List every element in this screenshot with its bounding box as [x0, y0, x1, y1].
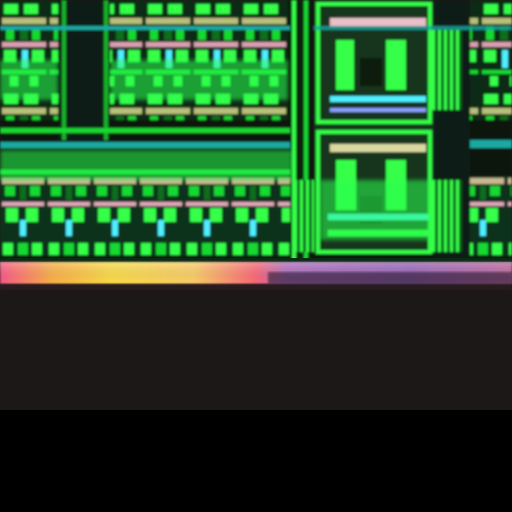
bloom-layer	[0, 60, 430, 240]
bloom	[320, 180, 430, 240]
macro-block-upper-border	[316, 2, 432, 124]
metal-line	[470, 140, 512, 148]
metal-line	[0, 142, 300, 148]
die-edge-shadow	[268, 272, 512, 284]
vertical-bus-line	[304, 0, 308, 262]
cell-block-lower	[0, 176, 292, 256]
substrate-edge	[0, 284, 512, 290]
macro-feature	[330, 96, 426, 102]
macro-feature	[360, 58, 382, 86]
macro-feature	[330, 18, 426, 26]
bloom	[110, 60, 288, 100]
routing-channel-left	[58, 0, 110, 140]
macro-feature	[386, 40, 406, 90]
striped-structure	[296, 180, 318, 252]
cell-block-right	[470, 0, 512, 120]
metal-line	[0, 26, 300, 30]
metal-line	[314, 26, 512, 30]
substrate-lower	[0, 286, 512, 410]
bloom	[0, 150, 292, 180]
channel-edge	[62, 0, 66, 140]
letterbox-bottom	[0, 410, 512, 512]
vertical-bus-line	[292, 0, 296, 262]
channel-edge	[104, 0, 108, 140]
macro-feature	[330, 144, 426, 152]
circuit-layout	[0, 0, 512, 262]
striped-structure	[432, 180, 462, 252]
metal-line	[0, 128, 300, 133]
macro-feature	[330, 108, 426, 112]
striped-structure	[432, 30, 462, 110]
bloom	[0, 60, 58, 100]
macro-feature	[336, 40, 354, 90]
cell-block-right-lower	[470, 176, 512, 256]
die-edge	[0, 258, 512, 284]
